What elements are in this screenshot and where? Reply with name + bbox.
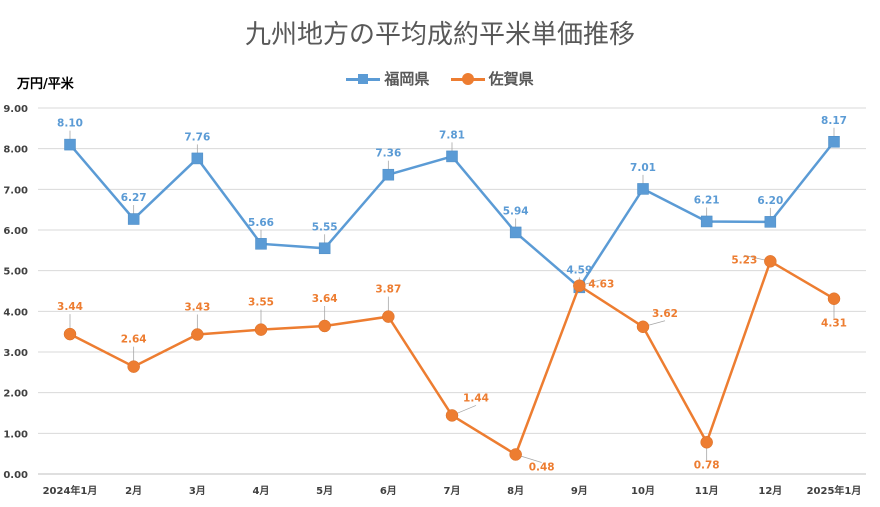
legend-label-saga: 佐賀県 <box>488 70 534 88</box>
data-point-fukuoka <box>318 242 331 255</box>
data-label: 5.66 <box>248 217 274 229</box>
data-label: 6.20 <box>757 195 783 207</box>
x-tick-label: 7月 <box>444 485 461 497</box>
data-label: 1.44 <box>463 392 489 404</box>
data-label: 8.10 <box>57 118 83 130</box>
data-label: 7.81 <box>439 129 465 141</box>
y-tick-label: 2.00 <box>3 389 28 400</box>
data-label: 4.31 <box>821 318 847 330</box>
y-tick-label: 4.00 <box>3 307 28 318</box>
x-tick-label: 6月 <box>380 485 397 497</box>
data-label: 4.63 <box>588 279 614 291</box>
data-point-fukuoka <box>637 183 649 195</box>
data-point-saga <box>445 409 459 422</box>
y-tick-label: 6.00 <box>3 226 28 237</box>
legend-circle-marker-icon <box>450 72 485 86</box>
x-tick-label: 9月 <box>571 485 588 497</box>
data-point-fukuoka <box>127 213 140 225</box>
data-point-fukuoka <box>446 150 458 163</box>
data-point-saga <box>382 310 395 323</box>
data-label: 2.64 <box>121 334 147 346</box>
data-point-saga <box>191 328 204 341</box>
data-point-fukuoka <box>764 216 777 228</box>
data-label: 7.36 <box>375 148 401 160</box>
legend-label-fukuoka: 福岡県 <box>384 70 430 88</box>
data-label: 5.23 <box>731 254 757 266</box>
data-point-fukuoka <box>191 152 204 165</box>
y-tick-label: 5.00 <box>3 267 28 278</box>
data-point-saga <box>573 279 586 292</box>
y-tick-label: 8.00 <box>3 145 28 156</box>
data-point-saga <box>764 255 777 268</box>
legend-item-saga: 佐賀県 <box>450 68 534 89</box>
data-label: 6.27 <box>121 192 147 204</box>
data-point-saga <box>63 327 77 341</box>
data-label: 3.87 <box>375 284 401 296</box>
x-tick-label: 3月 <box>189 485 206 497</box>
y-tick-label: 3.00 <box>3 348 28 359</box>
data-point-saga <box>700 436 713 449</box>
x-tick-label: 8月 <box>507 485 524 497</box>
data-point-saga <box>509 448 522 461</box>
x-tick-label: 10月 <box>631 485 655 497</box>
data-label: 6.21 <box>694 194 720 206</box>
data-label: 5.94 <box>503 205 529 217</box>
data-label: 0.48 <box>529 461 555 473</box>
data-label: 8.17 <box>821 115 847 127</box>
data-label: 4.59 <box>566 264 592 276</box>
data-label: 3.55 <box>248 297 274 309</box>
legend: 福岡県 佐賀県 <box>0 68 880 90</box>
series-line-saga <box>69 259 835 457</box>
y-axis-unit-label: 万円/平米 <box>17 77 74 92</box>
data-point-fukuoka <box>64 138 76 151</box>
x-tick-label: 5月 <box>316 485 333 497</box>
data-label: 0.78 <box>694 459 720 471</box>
data-label: 3.43 <box>184 302 210 314</box>
data-point-saga <box>318 319 331 333</box>
x-tick-label: 2月 <box>125 485 142 497</box>
y-tick-label: 9.00 <box>3 104 28 115</box>
data-point-fukuoka <box>828 136 840 148</box>
data-point-saga <box>827 292 841 305</box>
data-label: 7.76 <box>184 131 210 143</box>
data-point-fukuoka <box>700 215 713 228</box>
data-point-fukuoka <box>255 238 267 250</box>
legend-item-fukuoka: 福岡県 <box>346 68 429 89</box>
data-point-saga <box>127 360 140 373</box>
y-tick-label: 1.00 <box>3 429 28 440</box>
x-tick-label: 12月 <box>758 485 782 497</box>
y-tick-label: 0.00 <box>3 470 28 481</box>
data-label: 7.01 <box>630 162 656 174</box>
data-point-saga <box>636 320 650 334</box>
y-tick-label: 7.00 <box>3 185 28 196</box>
x-tick-label: 11月 <box>695 485 719 497</box>
data-label: 5.55 <box>312 221 338 233</box>
data-label: 3.44 <box>57 301 83 313</box>
x-tick-label: 2024年1月 <box>43 484 98 497</box>
data-point-saga <box>254 323 268 336</box>
chart-title: 九州地方の平均成約平米単価推移 <box>244 20 635 50</box>
x-tick-label: 4月 <box>253 485 270 497</box>
data-label: 3.62 <box>652 308 678 320</box>
data-point-fukuoka <box>509 226 522 239</box>
series-line-fukuoka <box>69 140 835 290</box>
x-tick-label: 2025年1月 <box>807 484 862 497</box>
legend-square-marker-icon <box>346 72 381 86</box>
data-label: 3.64 <box>312 293 338 305</box>
data-point-fukuoka <box>382 168 395 181</box>
